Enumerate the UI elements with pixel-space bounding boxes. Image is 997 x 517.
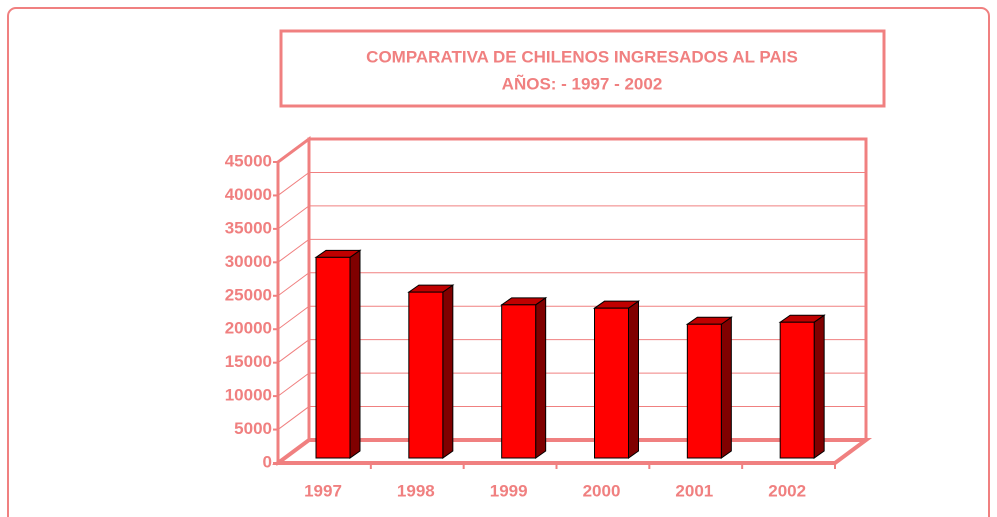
grid-line bbox=[277, 439, 866, 464]
grid-line bbox=[277, 406, 866, 430]
bar-side bbox=[349, 249, 361, 459]
grid-line bbox=[277, 138, 866, 163]
y-tick-label: 20000 bbox=[225, 319, 272, 338]
bar bbox=[501, 304, 537, 459]
bar-side bbox=[535, 296, 547, 459]
chart-subtitle: AÑOS: - 1997 - 2002 bbox=[502, 73, 663, 93]
x-tick-label: 1999 bbox=[490, 481, 528, 500]
grid-line bbox=[277, 272, 866, 297]
grid-line bbox=[277, 238, 866, 263]
floor bbox=[271, 438, 873, 465]
grid-line bbox=[277, 205, 866, 230]
x-tick-label: 2000 bbox=[583, 481, 621, 500]
bar-side bbox=[628, 300, 639, 459]
y-tick-label: 10000 bbox=[225, 386, 272, 405]
y-tick-label: 40000 bbox=[225, 185, 272, 204]
y-tick-label: 45000 bbox=[225, 151, 272, 170]
bar bbox=[315, 256, 351, 459]
bar-side bbox=[813, 314, 825, 459]
bar bbox=[686, 323, 722, 459]
grid-line bbox=[277, 171, 866, 196]
bar-side bbox=[720, 316, 732, 459]
bar bbox=[779, 321, 815, 459]
chart-title: COMPARATIVA DE CHILENOS INGRESADOS AL PA… bbox=[366, 47, 798, 66]
chart-border bbox=[7, 7, 990, 517]
y-tick-label: 0 bbox=[263, 452, 272, 471]
y-tick-label: 35000 bbox=[225, 218, 272, 237]
y-tick-label: 15000 bbox=[225, 352, 272, 371]
x-tick-label: 2002 bbox=[768, 481, 806, 500]
x-tick-label: 1997 bbox=[304, 481, 342, 500]
bar-side bbox=[442, 284, 454, 459]
grid-line bbox=[277, 372, 866, 397]
y-tick-label: 30000 bbox=[225, 252, 272, 271]
side-wall bbox=[276, 136, 311, 466]
bar bbox=[594, 307, 629, 459]
x-tick-label: 1998 bbox=[397, 481, 435, 500]
grid-line bbox=[277, 339, 866, 364]
bar bbox=[408, 291, 444, 459]
title-box bbox=[279, 29, 886, 108]
x-tick-label: 2001 bbox=[675, 481, 713, 500]
grid-line bbox=[277, 305, 866, 330]
y-tick-label: 5000 bbox=[234, 419, 272, 438]
y-tick-label: 25000 bbox=[225, 285, 272, 304]
